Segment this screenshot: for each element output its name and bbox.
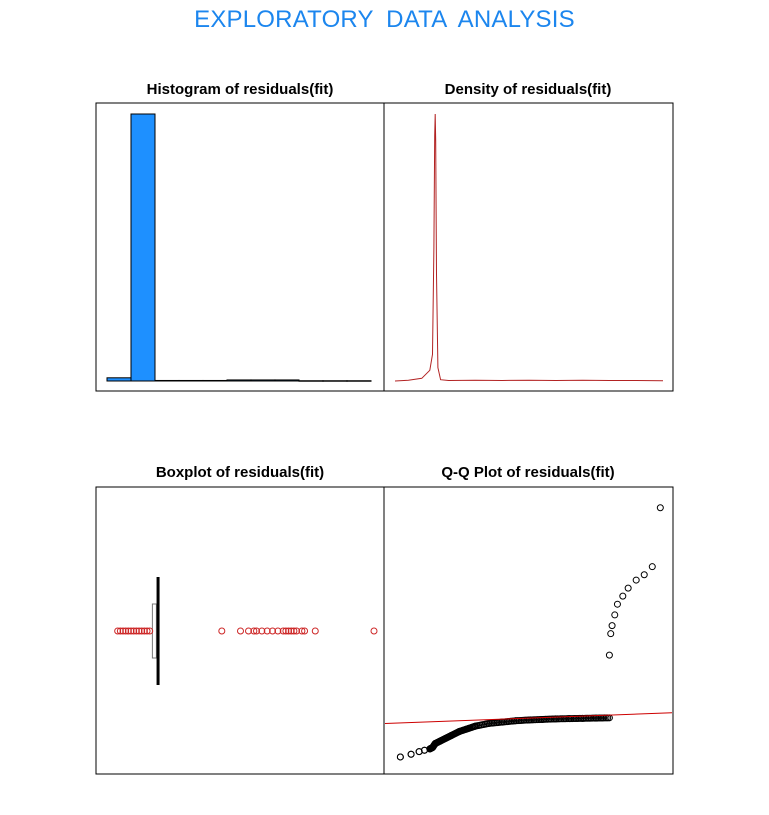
qq-point — [648, 563, 656, 571]
density-frame — [383, 102, 674, 392]
boxplot-outlier — [127, 627, 135, 635]
qq-point — [396, 753, 404, 761]
boxplot-outlier — [301, 627, 309, 635]
boxplot-outlier — [287, 627, 295, 635]
boxplot-outlier — [124, 627, 132, 635]
qq-point — [552, 715, 560, 723]
histogram-bar — [274, 379, 300, 382]
qq-point — [605, 651, 613, 659]
density-panel: Density of residuals(fit) — [383, 81, 674, 392]
boxplot-outlier — [370, 627, 378, 635]
boxplot-outlier — [263, 627, 271, 635]
histogram-bar — [226, 379, 252, 382]
qq-point — [431, 740, 439, 748]
qq-point — [471, 722, 479, 730]
qq-panel: Q-Q Plot of residuals(fit) — [383, 464, 674, 775]
qq-point — [607, 630, 615, 638]
boxplot-title: Boxplot of residuals(fit) — [156, 464, 324, 481]
boxplot-outlier — [146, 627, 154, 635]
boxplot-outlier — [250, 627, 258, 635]
boxplot-outlier — [245, 627, 253, 635]
boxplot-outlier — [293, 627, 301, 635]
boxplot-box — [151, 577, 160, 685]
histogram-bars — [106, 113, 372, 382]
qq-point — [442, 734, 450, 742]
histogram-bar — [130, 113, 156, 382]
boxplot-outlier — [138, 627, 146, 635]
boxplot-outlier — [298, 627, 306, 635]
qq-point — [579, 714, 587, 722]
histogram-bar — [346, 380, 372, 382]
qq-point — [632, 576, 640, 584]
histogram-bar — [298, 380, 324, 382]
boxplot-outlier — [269, 627, 277, 635]
boxplot-outlier — [122, 627, 130, 635]
boxplot-outlier — [274, 627, 282, 635]
boxplot-outlier — [282, 627, 290, 635]
boxplot-outlier — [140, 627, 148, 635]
boxplot-outlier — [116, 627, 124, 635]
histogram-bar — [106, 377, 132, 382]
boxplot-outlier — [311, 627, 319, 635]
qq-frame — [383, 486, 674, 775]
qq-point — [613, 600, 621, 608]
boxplot-panel: Boxplot of residuals(fit) — [95, 464, 385, 775]
qq-point — [525, 716, 533, 724]
qq-point — [640, 571, 648, 579]
boxplot-outlier — [290, 627, 298, 635]
qq-points — [396, 504, 664, 761]
density-title: Density of residuals(fit) — [445, 81, 612, 98]
qq-point — [455, 728, 463, 735]
qq-point — [538, 715, 546, 723]
boxplot-outlier — [279, 627, 287, 635]
qq-point — [656, 504, 664, 512]
qq-point — [437, 737, 445, 745]
histogram-bar — [322, 380, 348, 382]
boxplot-outlier — [218, 627, 226, 635]
page-title: EXPLORATORY DATA ANALYSIS — [194, 6, 575, 33]
qq-point — [611, 611, 619, 619]
boxplot-outlier — [253, 627, 261, 635]
qq-point — [407, 750, 415, 758]
boxplot-outlier — [285, 627, 293, 635]
boxplot-outlier — [130, 627, 138, 635]
qq-point — [447, 732, 455, 740]
density-line — [394, 113, 664, 382]
histogram-bar — [250, 379, 276, 382]
boxplot-outlier — [119, 627, 127, 635]
boxplot-outlier — [143, 627, 151, 635]
qq-point — [485, 719, 493, 727]
qq-point — [463, 725, 471, 733]
histogram-bar — [178, 379, 204, 382]
qq-point — [608, 622, 616, 630]
qq-title: Q-Q Plot of residuals(fit) — [441, 464, 614, 481]
qq-point — [565, 715, 573, 723]
boxplot-outliers — [114, 627, 378, 635]
boxplot-outlier — [132, 627, 140, 635]
boxplot-outlier — [237, 627, 244, 635]
histogram-panel: Histogram of residuals(fit) — [95, 81, 385, 392]
qq-reference-line — [384, 712, 673, 724]
boxplot-outlier — [258, 627, 266, 635]
qq-point — [512, 717, 520, 725]
histogram-bar — [202, 379, 228, 382]
histogram-title: Histogram of residuals(fit) — [147, 81, 334, 98]
qq-point — [619, 592, 627, 600]
boxplot-outlier — [135, 627, 143, 635]
boxplot-outlier — [114, 627, 122, 635]
qq-point — [624, 584, 632, 592]
histogram-bar — [154, 379, 180, 382]
